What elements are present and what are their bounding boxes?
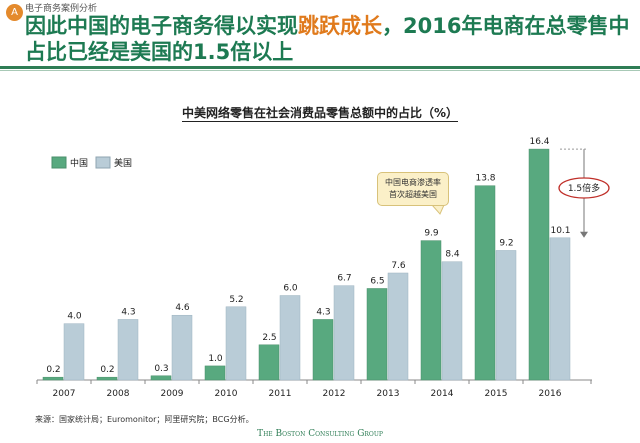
callout-line2: 首次超越美国 bbox=[389, 190, 437, 199]
callout-line1: 中国电商渗透率 bbox=[385, 178, 441, 187]
data-label: 6.5 bbox=[370, 276, 384, 286]
title-divider bbox=[0, 66, 640, 69]
x-tick-label: 2016 bbox=[539, 389, 562, 399]
legend-label-china: 中国 bbox=[70, 157, 88, 169]
x-tick-label: 2012 bbox=[323, 389, 346, 399]
bar-us bbox=[117, 319, 139, 381]
title-text: 因此中国的电子商务得以实现 bbox=[25, 14, 298, 38]
bar-china bbox=[420, 240, 442, 381]
bar-us bbox=[549, 237, 571, 381]
title-highlight: 跳跃成长 bbox=[298, 14, 382, 38]
bar-china bbox=[204, 365, 226, 381]
data-label: 13.8 bbox=[475, 174, 495, 184]
bar-china bbox=[42, 376, 64, 381]
data-label: 4.6 bbox=[175, 303, 190, 313]
data-label: 6.7 bbox=[337, 274, 351, 284]
bar-us bbox=[495, 250, 517, 381]
bar-china bbox=[96, 376, 118, 381]
bar-us bbox=[225, 306, 247, 381]
callout-pointer bbox=[430, 204, 445, 215]
data-label: 5.2 bbox=[229, 295, 243, 305]
data-label: 4.3 bbox=[121, 307, 135, 317]
x-tick-label: 2010 bbox=[215, 389, 238, 399]
callout-box: 中国电商渗透率 首次超越美国 bbox=[377, 172, 449, 206]
data-label: 4.3 bbox=[316, 307, 330, 317]
section-label: 电子商务案例分析 bbox=[25, 4, 98, 14]
legend-label-us: 美国 bbox=[114, 157, 132, 169]
x-tick-label: 2013 bbox=[377, 389, 400, 399]
data-label: 0.3 bbox=[154, 364, 168, 374]
data-label: 2.5 bbox=[262, 333, 276, 343]
data-label: 7.6 bbox=[391, 261, 406, 271]
bar-us bbox=[63, 323, 85, 381]
data-label: 6.0 bbox=[283, 284, 298, 294]
data-label: 16.4 bbox=[529, 137, 549, 147]
data-label: 0.2 bbox=[100, 365, 114, 375]
bar-us bbox=[441, 261, 463, 381]
bar-china bbox=[528, 148, 550, 381]
bar-china bbox=[258, 344, 280, 381]
source-note: 来源：国家统计局；Euromonitor；阿里研究院；BCG分析。 bbox=[35, 415, 254, 424]
data-label: 10.1 bbox=[550, 226, 570, 236]
bar-china bbox=[474, 185, 496, 381]
x-tick-label: 2009 bbox=[161, 389, 184, 399]
bar-us bbox=[333, 285, 355, 381]
bar-china bbox=[312, 319, 334, 381]
data-label: 9.2 bbox=[499, 238, 513, 248]
bar-china bbox=[366, 288, 388, 381]
chart-title: 中美网络零售在社会消费品零售总额中的占比（%） bbox=[0, 104, 640, 122]
ratio-label: 1.5倍多 bbox=[568, 182, 600, 194]
bar-china bbox=[150, 375, 172, 381]
x-tick-label: 2014 bbox=[431, 389, 454, 399]
x-tick-label: 2007 bbox=[53, 389, 76, 399]
x-tick-label: 2015 bbox=[485, 389, 508, 399]
legend-swatch-us bbox=[95, 156, 111, 169]
ratio-arrowhead bbox=[580, 231, 588, 238]
data-label: 8.4 bbox=[445, 250, 460, 260]
legend-swatch-china bbox=[51, 156, 67, 169]
bar-us bbox=[171, 314, 193, 381]
data-label: 4.0 bbox=[67, 312, 82, 322]
bar-us bbox=[279, 295, 301, 381]
data-label: 0.2 bbox=[46, 365, 60, 375]
bar-us bbox=[387, 272, 409, 381]
x-tick-label: 2011 bbox=[269, 389, 292, 399]
data-label: 9.9 bbox=[424, 229, 439, 239]
title-divider-thin bbox=[0, 70, 640, 71]
ratio-circle bbox=[558, 177, 610, 199]
title-text-2: ，2016年电商在总零售中占比已经是美国的1.5倍以上 bbox=[25, 14, 630, 64]
x-tick-label: 2008 bbox=[107, 389, 130, 399]
section-badge: A bbox=[6, 4, 23, 21]
chart-title-text: 中美网络零售在社会消费品零售总额中的占比（%） bbox=[181, 106, 459, 122]
data-label: 1.0 bbox=[208, 354, 223, 364]
bcg-logo: The Boston Consulting Group bbox=[257, 429, 383, 439]
slide-title: 因此中国的电子商务得以实现跳跃成长，2016年电商在总零售中占比已经是美国的1.… bbox=[25, 13, 635, 65]
